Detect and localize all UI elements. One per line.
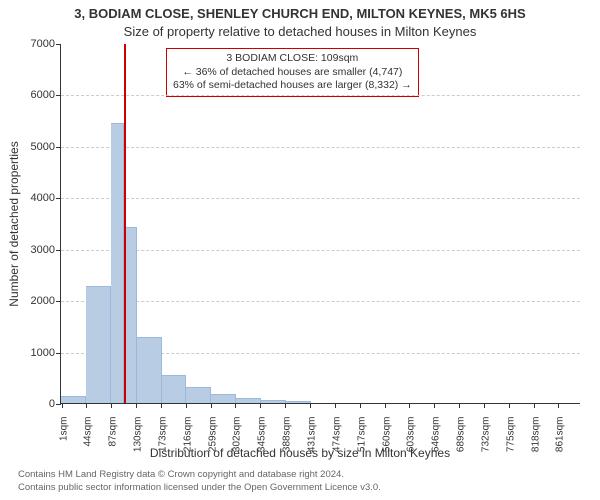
- xtick-label: 345sqm: [257, 417, 268, 453]
- histogram-bar: [211, 394, 236, 403]
- grid-line: [61, 147, 580, 148]
- footer-line2: Contains public sector information licen…: [18, 482, 381, 494]
- histogram-bar: [162, 375, 187, 403]
- xtick-label: 259sqm: [207, 417, 218, 453]
- chart-container: 3, BODIAM CLOSE, SHENLEY CHURCH END, MIL…: [0, 0, 600, 500]
- xtick-label: 302sqm: [232, 417, 243, 453]
- ytick-label: 0: [15, 398, 55, 410]
- xtick-mark: [434, 403, 435, 408]
- xtick-mark: [509, 403, 510, 408]
- annotation-line2: ← 36% of detached houses are smaller (4,…: [173, 66, 412, 80]
- histogram-bar: [61, 396, 86, 403]
- xtick-label: 560sqm: [381, 417, 392, 453]
- histogram-bar: [86, 286, 111, 403]
- annotation-line3: 63% of semi-detached houses are larger (…: [173, 79, 412, 93]
- ytick-mark: [56, 198, 61, 199]
- histogram-bar: [137, 337, 162, 403]
- xtick-mark: [235, 403, 236, 408]
- xtick-label: 603sqm: [406, 417, 417, 453]
- xtick-mark: [385, 403, 386, 408]
- histogram-bar: [186, 387, 211, 403]
- property-marker-line: [124, 44, 126, 403]
- ytick-label: 5000: [15, 141, 55, 153]
- annotation-line1: 3 BODIAM CLOSE: 109sqm: [173, 52, 412, 66]
- xtick-label: 173sqm: [157, 417, 168, 453]
- ytick-mark: [56, 44, 61, 45]
- histogram-bar: [111, 123, 124, 403]
- xtick-label: 517sqm: [356, 417, 367, 453]
- histogram-bar: [236, 398, 261, 403]
- xtick-mark: [111, 403, 112, 408]
- xtick-mark: [62, 403, 63, 408]
- xtick-label: 646sqm: [431, 417, 442, 453]
- ytick-mark: [56, 147, 61, 148]
- ytick-label: 2000: [15, 295, 55, 307]
- xtick-label: 388sqm: [282, 417, 293, 453]
- plot-area: 3 BODIAM CLOSE: 109sqm ← 36% of detached…: [60, 44, 580, 404]
- xtick-mark: [86, 403, 87, 408]
- xtick-mark: [558, 403, 559, 408]
- xtick-label: 689sqm: [456, 417, 467, 453]
- xtick-label: 1sqm: [58, 417, 69, 441]
- footer-line1: Contains HM Land Registry data © Crown c…: [18, 469, 381, 481]
- ytick-mark: [56, 353, 61, 354]
- grid-line: [61, 95, 580, 96]
- grid-line: [61, 250, 580, 251]
- ytick-mark: [56, 250, 61, 251]
- xtick-label: 818sqm: [530, 417, 541, 453]
- xtick-mark: [285, 403, 286, 408]
- xtick-mark: [260, 403, 261, 408]
- xtick-label: 216sqm: [182, 417, 193, 453]
- xtick-mark: [534, 403, 535, 408]
- ytick-label: 3000: [15, 244, 55, 256]
- ytick-label: 4000: [15, 192, 55, 204]
- xtick-mark: [136, 403, 137, 408]
- chart-subtitle: Size of property relative to detached ho…: [0, 24, 600, 39]
- xtick-label: 130sqm: [133, 417, 144, 453]
- histogram-bar: [261, 400, 286, 403]
- xtick-mark: [161, 403, 162, 408]
- ytick-mark: [56, 95, 61, 96]
- xtick-label: 732sqm: [480, 417, 491, 453]
- xtick-mark: [409, 403, 410, 408]
- ytick-label: 1000: [15, 347, 55, 359]
- xtick-label: 87sqm: [108, 417, 119, 447]
- y-axis-label: Number of detached properties: [7, 141, 21, 306]
- ytick-mark: [56, 404, 61, 405]
- xtick-label: 775sqm: [505, 417, 516, 453]
- xtick-label: 431sqm: [307, 417, 318, 453]
- xtick-label: 474sqm: [331, 417, 342, 453]
- xtick-mark: [360, 403, 361, 408]
- chart-title-address: 3, BODIAM CLOSE, SHENLEY CHURCH END, MIL…: [0, 6, 600, 21]
- xtick-label: 861sqm: [555, 417, 566, 453]
- xtick-mark: [335, 403, 336, 408]
- property-annotation-box: 3 BODIAM CLOSE: 109sqm ← 36% of detached…: [166, 48, 419, 97]
- grid-line: [61, 198, 580, 199]
- xtick-mark: [484, 403, 485, 408]
- xtick-mark: [186, 403, 187, 408]
- ytick-label: 7000: [15, 38, 55, 50]
- xtick-mark: [310, 403, 311, 408]
- grid-line: [61, 301, 580, 302]
- ytick-mark: [56, 301, 61, 302]
- footer-credits: Contains HM Land Registry data © Crown c…: [18, 469, 381, 494]
- xtick-mark: [211, 403, 212, 408]
- ytick-label: 6000: [15, 89, 55, 101]
- histogram-bar: [286, 401, 311, 403]
- xtick-label: 44sqm: [83, 417, 94, 447]
- xtick-mark: [459, 403, 460, 408]
